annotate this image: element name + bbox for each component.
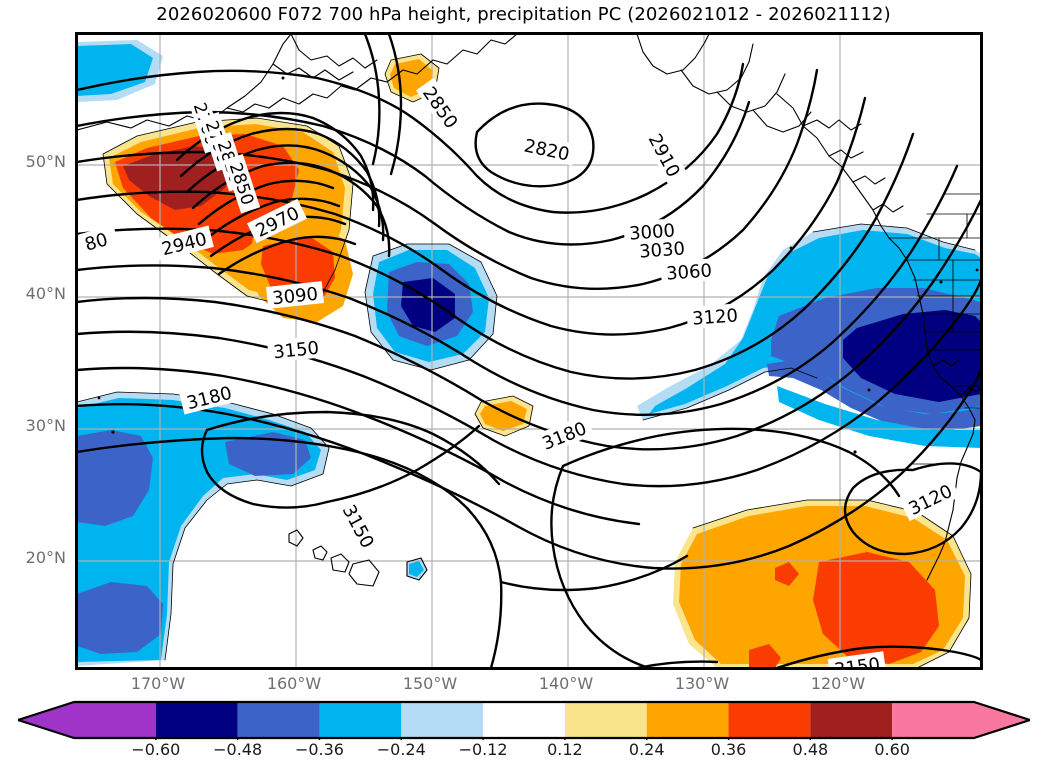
contour-label: 3060 — [660, 258, 718, 285]
svg-text:3030: 3030 — [639, 238, 686, 262]
colorbar-segment — [892, 702, 974, 738]
page-title: 2026020600 F072 700 hPa height, precipit… — [156, 4, 891, 25]
colorbar-segment — [810, 702, 893, 738]
colorbar-tick-label: −0.48 — [213, 740, 263, 759]
colorbar-tick-label: −0.24 — [376, 740, 426, 759]
contour-label: 3150 — [267, 335, 325, 363]
y-axis-tick-label: 40°N — [25, 284, 66, 303]
height-contour-layer — [77, 34, 981, 668]
colorbar-segment — [155, 702, 238, 738]
y-axis-tick-label: 50°N — [25, 152, 66, 171]
anomaly-blob-subtropical-positive — [673, 500, 971, 668]
anomaly-blob-hawaii-speck — [407, 558, 427, 580]
colorbar-segment — [74, 702, 156, 738]
colorbar-segment — [646, 702, 729, 738]
x-axis-tick-label: 150°W — [402, 674, 458, 693]
colorbar-segment — [401, 702, 484, 738]
colorbar-tick-label: 0.12 — [547, 740, 583, 759]
anomaly-blob-tropical-west-negative — [77, 392, 329, 666]
colorbar-over-arrow — [974, 702, 1030, 738]
colorbar-tick-label: 0.36 — [710, 740, 747, 759]
colorbar-tick-label: 0.48 — [792, 740, 829, 759]
contour-label: 3120 — [686, 303, 744, 330]
colorbar-tick-label: 0.60 — [874, 740, 910, 759]
contour-label: 3030 — [633, 236, 691, 263]
map-plot-area: 2850 2820 2910 80 — [75, 32, 983, 670]
colorbar-outline — [18, 700, 1030, 740]
map-svg: 2850 2820 2910 80 — [77, 34, 981, 668]
y-axis-tick-label: 20°N — [25, 548, 66, 567]
x-axis-tick-label: 130°W — [674, 674, 730, 693]
colorbar-segment — [483, 702, 565, 738]
contour-label: 3090 — [266, 281, 324, 309]
colorbar-segment — [319, 702, 402, 738]
colorbar-tick-label: 0.24 — [628, 740, 665, 759]
x-axis-tick-label: 170°W — [130, 674, 186, 693]
x-axis-tick-label: 140°W — [538, 674, 594, 693]
colorbar-svg — [18, 700, 1030, 740]
x-axis-tick-label: 160°W — [266, 674, 322, 693]
colorbar-ticks — [155, 738, 893, 740]
x-axis-tick-label: 120°W — [810, 674, 866, 693]
colorbar-segment — [728, 702, 811, 738]
colorbar-tick-label: −0.36 — [294, 740, 344, 759]
colorbar-segment — [237, 702, 320, 738]
svg-text:3120: 3120 — [692, 305, 739, 329]
colorbar-segment — [564, 702, 647, 738]
colorbar-under-arrow — [18, 702, 74, 738]
svg-text:3090: 3090 — [271, 284, 319, 310]
y-axis-tick-label: 30°N — [25, 416, 66, 435]
colorbar-tick-label: −0.60 — [131, 740, 181, 759]
colorbar — [18, 700, 1030, 740]
svg-text:3060: 3060 — [666, 260, 713, 284]
colorbar-tick-label: −0.12 — [458, 740, 508, 759]
colorbar-segments — [18, 702, 1030, 738]
svg-text:3150: 3150 — [272, 338, 320, 364]
contour-label: 3150 — [827, 651, 887, 668]
